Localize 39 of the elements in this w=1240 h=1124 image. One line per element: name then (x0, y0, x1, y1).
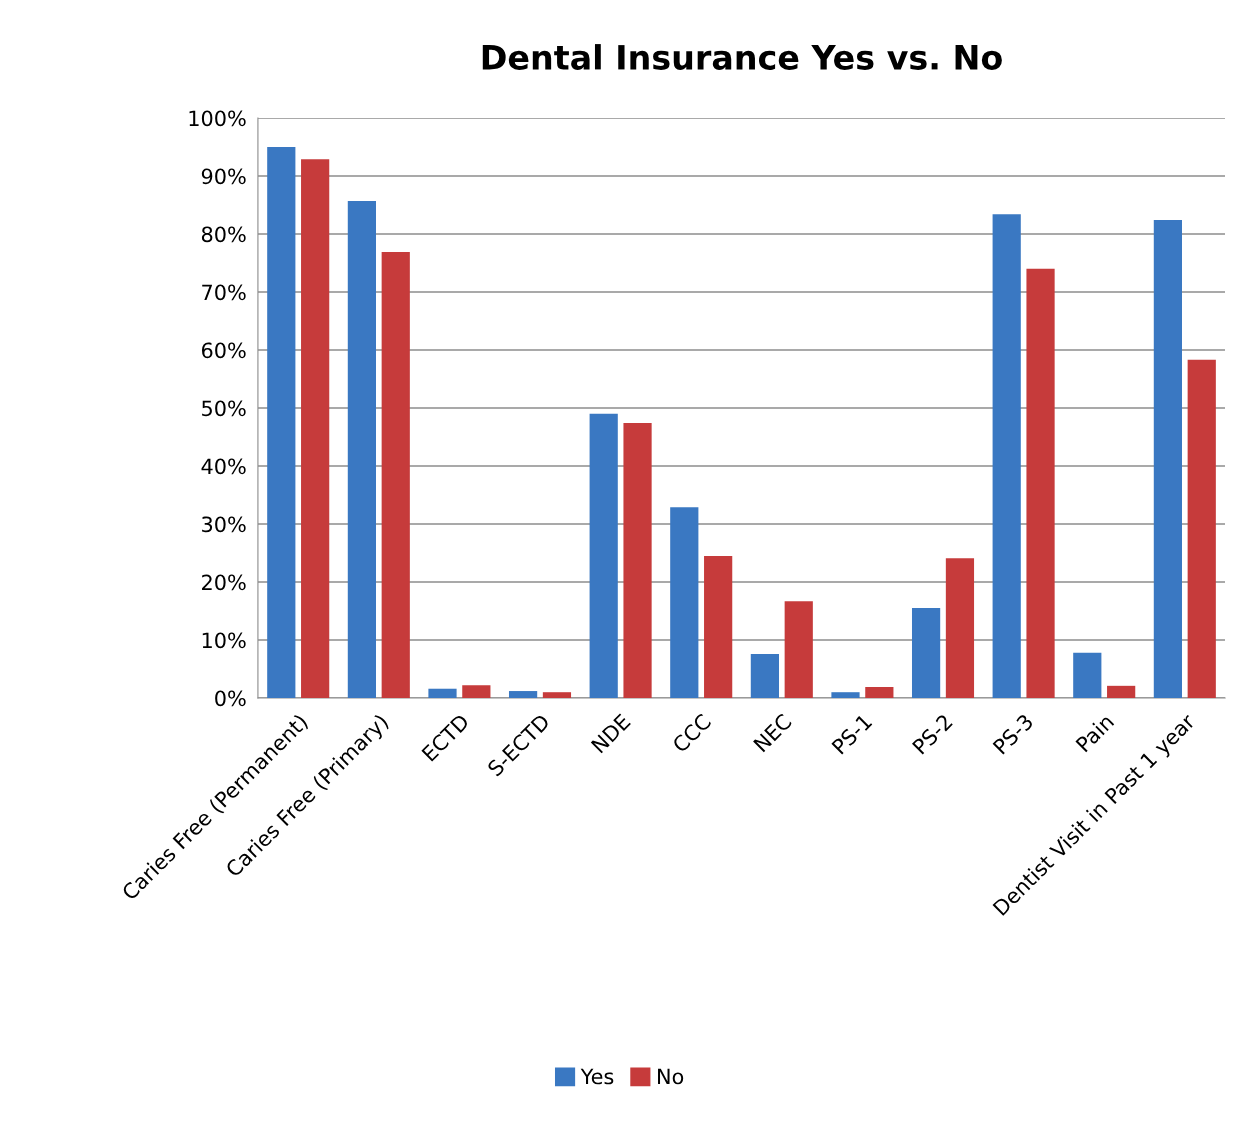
y-tick-label: 60% (201, 342, 246, 359)
x-tick-label: Pain (1074, 713, 1115, 753)
bar (381, 252, 410, 698)
y-tick-label: 70% (202, 284, 246, 301)
bar (1026, 268, 1055, 698)
bar (992, 214, 1021, 698)
bar (911, 608, 941, 698)
bar (347, 200, 376, 698)
y-tick-label: 0% (215, 690, 246, 707)
bar (945, 558, 975, 698)
legend-label: Yes (580, 1068, 614, 1085)
bar (704, 555, 733, 698)
bar (1073, 652, 1102, 698)
bar (750, 653, 779, 698)
bar (865, 686, 894, 698)
bar (1153, 220, 1182, 698)
bar (267, 147, 296, 698)
y-tick-label: 80% (201, 226, 246, 243)
bar (428, 688, 457, 698)
bar (589, 413, 618, 698)
bar (623, 423, 652, 698)
bar (301, 159, 330, 698)
y-tick-label: 30% (202, 516, 246, 533)
y-tick-label: 100% (189, 110, 246, 127)
bar (784, 601, 813, 698)
bar (1187, 359, 1216, 698)
bar (831, 692, 860, 698)
legend-label: No (658, 1068, 684, 1085)
bar (1107, 685, 1136, 698)
bar (542, 692, 572, 698)
chart-title: Dental Insurance Yes vs. No (482, 44, 1002, 70)
y-tick-label: 50% (202, 400, 246, 417)
bar (670, 507, 699, 698)
y-tick-label: 90% (201, 168, 246, 185)
y-tick-label: 20% (202, 574, 246, 591)
bar (462, 685, 491, 698)
y-tick-label: 10% (202, 632, 246, 649)
bar (508, 691, 538, 698)
y-tick-label: 40% (201, 458, 246, 475)
